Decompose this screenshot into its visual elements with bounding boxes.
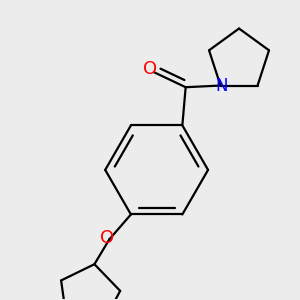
Text: O: O bbox=[143, 60, 157, 78]
Text: N: N bbox=[215, 77, 227, 95]
Text: O: O bbox=[100, 229, 114, 247]
